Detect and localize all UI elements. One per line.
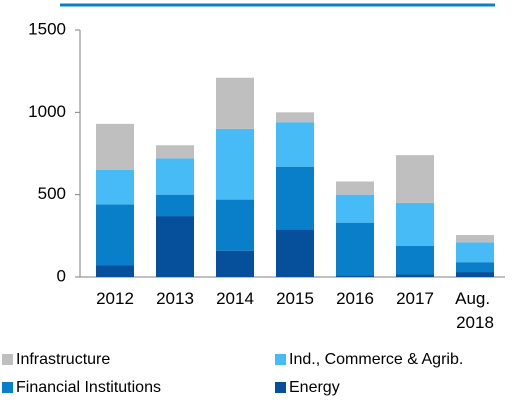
bar-segment [396,245,434,275]
bar-segment [216,199,254,251]
bar-segment [336,181,374,195]
bar-segment [336,275,374,277]
legend-label: Financial Institutions [16,379,161,396]
legend-label: Energy [289,379,340,396]
x-tick-label: 2014 [216,289,254,308]
y-tick-label: 0 [57,266,66,285]
bar-segment [96,169,134,205]
legend-label: Ind., Commerce & Agrib. [289,351,463,368]
bar-segment [156,194,194,217]
bar-segment [456,262,494,273]
bar-segment [396,155,434,203]
y-tick-label: 1000 [28,102,66,121]
bar-segment [276,112,314,123]
bar-segment [456,235,494,243]
x-tick-label: 2016 [336,289,374,308]
bar-segment [456,242,494,263]
y-tick-label: 1500 [28,19,66,38]
y-tick-label: 500 [38,184,66,203]
bar-segment [336,194,374,223]
bar-segment [336,222,374,276]
bar-segment [396,274,434,277]
x-tick-label: 2012 [96,289,134,308]
legend-swatch [275,382,286,393]
legend-label: Infrastructure [16,351,110,368]
x-tick-label: 2015 [276,289,314,308]
bar-segment [276,229,314,277]
x-tick-label: Aug. 2018 [455,289,495,332]
bar-segment [96,204,134,266]
legend-swatch [275,354,286,365]
bar-segment [156,145,194,159]
bar-segment [96,265,134,277]
legend-swatch [2,382,13,393]
bar-segment [216,77,254,129]
bar-segment [156,216,194,277]
legend-swatch [2,354,13,365]
bar-segment [276,122,314,167]
x-tick-label: 2013 [156,289,194,308]
bar-segment [396,202,434,246]
bar-segment [96,123,134,170]
bar-segment [456,272,494,277]
bar-segment [276,166,314,230]
bar-segment [156,158,194,195]
bar-segment [216,128,254,200]
bar-segment [216,250,254,277]
x-tick-label: 2017 [396,289,434,308]
